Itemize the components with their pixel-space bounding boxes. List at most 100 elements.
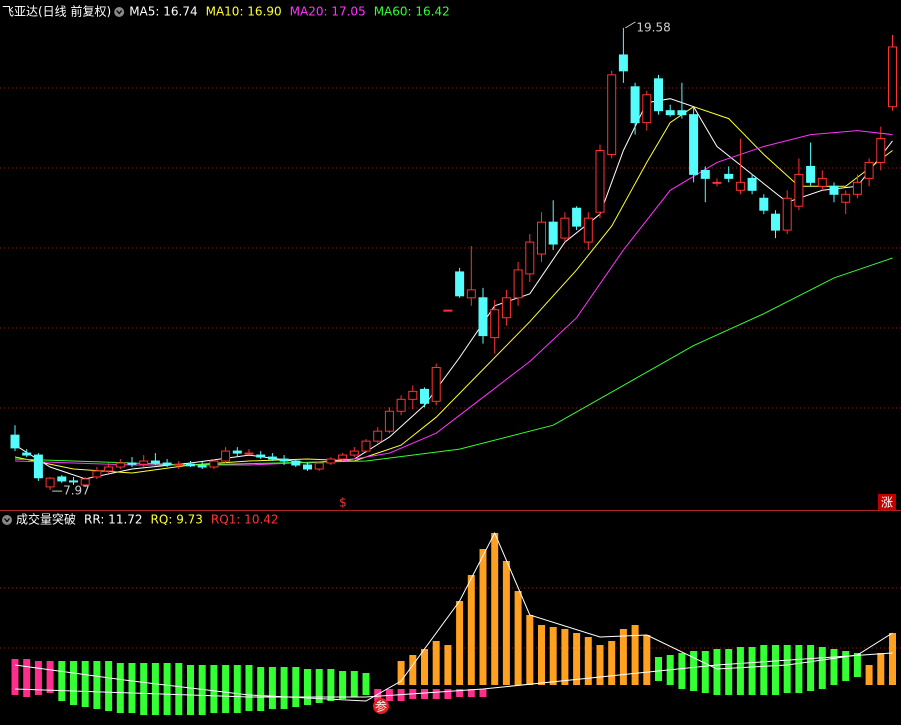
candle-body: [10, 434, 20, 449]
indicator-bar: [233, 665, 241, 713]
candle-body: [642, 94, 652, 124]
indicator-bar: [198, 665, 206, 715]
indicator-bar: [678, 653, 686, 689]
candle-body: [712, 181, 722, 184]
candle-body: [595, 149, 605, 213]
candle-body: [150, 460, 160, 464]
menu-icon[interactable]: [114, 7, 125, 17]
indicator-bar: [772, 645, 779, 695]
candle-body: [373, 430, 383, 442]
indicator-bar: [631, 625, 639, 685]
indicator-bar: [619, 629, 627, 685]
menu-icon[interactable]: [2, 515, 12, 525]
candle-body: [747, 177, 757, 191]
candle-body: [256, 454, 266, 458]
candle-body: [735, 181, 745, 191]
indicator-bar: [783, 645, 791, 693]
indicator-bar: [432, 689, 440, 699]
candle-body: [408, 390, 418, 400]
indicator-bar: [432, 641, 440, 685]
candle-body: [115, 462, 125, 468]
legend: RR: 11.72 RQ: 9.73 RQ1: 10.42: [84, 513, 279, 527]
candle-body: [525, 241, 535, 275]
indicator-line: [14, 652, 893, 698]
indicator-bar: [467, 689, 475, 697]
candle-body: [677, 110, 687, 116]
candle-body: [630, 86, 640, 124]
candle-body: [501, 297, 511, 319]
candle-body: [396, 398, 406, 412]
candle-body: [537, 221, 546, 255]
candle-body: [700, 169, 710, 179]
indicator-bar: [561, 629, 569, 685]
candle-body: [69, 480, 78, 483]
marker-box: [878, 494, 896, 510]
legend-item: MA60: 16.42: [374, 5, 450, 19]
candle-body: [852, 181, 862, 195]
candle-body: [841, 193, 851, 203]
indicator-bar: [116, 663, 124, 713]
indicator-bar: [187, 665, 194, 715]
rise-marker: 涨: [881, 495, 893, 510]
indicator-bar: [93, 661, 101, 709]
marks: 19.58 7.97: [10, 20, 897, 715]
indicator-bar: [444, 689, 452, 699]
candle-body: [197, 465, 207, 468]
indicator-bar: [151, 663, 159, 715]
indicator-bar: [807, 645, 815, 691]
candle-body: [420, 388, 429, 404]
indicator-bar: [456, 689, 464, 697]
legend-item: RQ: 9.73: [151, 513, 203, 527]
candle-body: [618, 54, 628, 72]
chart-title: 飞亚达(日线 前复权): [2, 4, 111, 19]
indicator-bar: [760, 645, 768, 695]
legend-item: MA20: 17.05: [290, 5, 366, 19]
candle-body: [33, 454, 43, 479]
indicator-bar: [479, 549, 487, 685]
candle-body: [794, 173, 804, 207]
indicator-bar: [350, 671, 358, 697]
indicator-bar: [46, 661, 54, 693]
indicator-bar: [210, 665, 218, 713]
indicator-bar: [421, 689, 428, 699]
candle-body: [104, 466, 114, 472]
candle-body: [466, 289, 476, 299]
indicator-bar: [830, 649, 838, 685]
annotation: 19.58: [636, 20, 670, 34]
candle-body: [57, 476, 67, 482]
indicator-bar: [842, 651, 850, 681]
indicator-bar: [889, 633, 896, 685]
candle-body: [583, 217, 593, 243]
indicator-bar: [222, 665, 230, 713]
indicator-bar: [257, 667, 265, 711]
ma-line: [14, 257, 893, 466]
indicator-bar: [725, 649, 733, 695]
legend-item: RR: 11.72: [84, 513, 143, 527]
candle-body: [431, 366, 441, 402]
indicator-line: [14, 531, 893, 702]
legend-item: MA5: 16.74: [129, 5, 197, 19]
candle-body: [654, 78, 663, 112]
candle-body: [221, 450, 231, 462]
indicator-bar: [502, 561, 510, 685]
indicator-bar: [81, 661, 89, 707]
candle-body: [689, 114, 699, 175]
indicator-bar: [514, 591, 522, 685]
candle-body: [817, 177, 827, 187]
candle-body: [92, 470, 102, 478]
candle-body: [244, 452, 254, 455]
candle-body: [490, 309, 500, 339]
indicator-bar: [315, 669, 323, 703]
indicator-bar: [690, 651, 698, 691]
indicator-bar: [23, 659, 31, 697]
indicator-bar: [397, 661, 405, 685]
marker-circle: [373, 698, 389, 714]
indicator-bar: [339, 671, 347, 699]
indicator-bar: [655, 657, 662, 681]
candle-body: [384, 410, 394, 432]
candle-body: [338, 454, 348, 460]
candle-body: [314, 462, 324, 470]
indicator-bar: [280, 667, 288, 709]
signal-marker: $: [339, 496, 347, 510]
